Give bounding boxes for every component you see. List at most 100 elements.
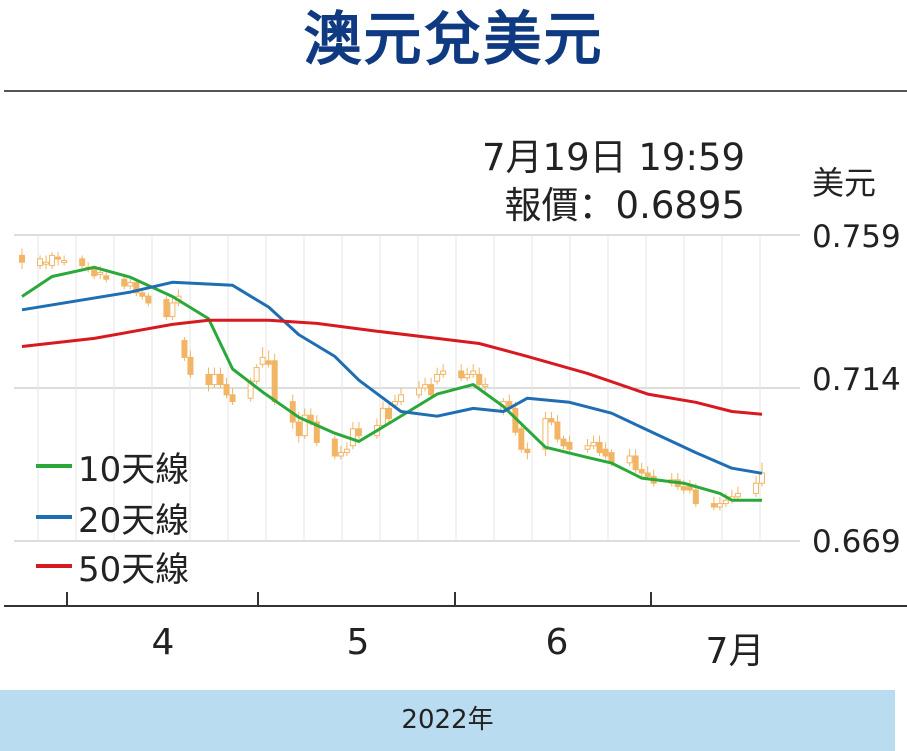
candle-body bbox=[343, 448, 350, 454]
candle-body bbox=[217, 373, 224, 386]
chart-title: 澳元兌美元 bbox=[303, 5, 604, 73]
candle-body bbox=[470, 370, 477, 375]
candle-body bbox=[355, 428, 362, 437]
year-caption: 2022年 bbox=[0, 690, 895, 751]
candle-body bbox=[644, 472, 651, 477]
candle-body bbox=[331, 438, 338, 457]
candle-body bbox=[313, 421, 320, 443]
candle-body bbox=[253, 367, 260, 382]
candle-body bbox=[440, 370, 447, 375]
candle-body bbox=[524, 448, 531, 454]
gridlines bbox=[14, 234, 800, 542]
candle-body bbox=[560, 438, 567, 447]
candle-body bbox=[55, 256, 62, 260]
candle-body bbox=[91, 268, 98, 277]
candle-body bbox=[752, 482, 759, 494]
candle-body bbox=[632, 455, 639, 471]
candle-body bbox=[49, 254, 56, 267]
candle-body bbox=[97, 271, 104, 275]
candle-body bbox=[271, 360, 278, 403]
candle-body bbox=[458, 370, 465, 379]
candle-body bbox=[716, 503, 723, 508]
candle-body bbox=[169, 302, 176, 318]
legend-swatch-red bbox=[36, 564, 72, 568]
x-tick-label: 6 bbox=[545, 622, 569, 663]
candle-body bbox=[416, 387, 423, 396]
x-tick-label: 4 bbox=[151, 622, 175, 663]
candle-body bbox=[121, 278, 128, 287]
candle-body bbox=[596, 441, 603, 454]
candlesticks bbox=[19, 248, 765, 511]
title-divider bbox=[4, 90, 907, 92]
candle-body bbox=[759, 472, 765, 484]
candle-body bbox=[61, 260, 68, 263]
candle-body bbox=[223, 384, 230, 396]
candle-body bbox=[518, 428, 525, 450]
candle-body bbox=[434, 373, 441, 382]
y-tick-label: 0.714 bbox=[812, 362, 901, 398]
candle-body bbox=[205, 373, 212, 386]
candle-body bbox=[464, 373, 471, 379]
legend-label: 20天線 bbox=[78, 500, 190, 541]
x-axis bbox=[4, 592, 907, 607]
candle-body bbox=[79, 258, 86, 267]
candle-body bbox=[482, 384, 489, 388]
timestamp-label: 7月19日 19:59 bbox=[481, 136, 745, 179]
candle-body bbox=[548, 418, 555, 423]
candle-body bbox=[428, 384, 435, 396]
candle-body bbox=[542, 418, 549, 450]
candle-body bbox=[692, 489, 699, 505]
candle-body bbox=[181, 339, 188, 358]
y-axis-unit: 美元 bbox=[812, 164, 877, 202]
candle-body bbox=[337, 452, 344, 457]
ma50-line bbox=[21, 318, 763, 416]
candle-body bbox=[680, 486, 687, 491]
candle-body bbox=[554, 421, 561, 440]
candle-body bbox=[566, 441, 573, 450]
candle-body bbox=[584, 445, 591, 450]
ma10-line bbox=[21, 265, 762, 502]
chart-canvas bbox=[4, 234, 907, 607]
candle-body bbox=[127, 282, 134, 287]
candle-body bbox=[259, 356, 266, 365]
candle-body bbox=[422, 384, 429, 389]
candle-body bbox=[590, 441, 597, 447]
ma20-line bbox=[21, 280, 763, 475]
candle-body bbox=[398, 394, 405, 403]
candle-body bbox=[37, 258, 44, 267]
candle-body bbox=[722, 499, 729, 505]
candle-body bbox=[626, 455, 633, 464]
legend-label: 50天線 bbox=[78, 549, 190, 590]
y-tick-label: 0.669 bbox=[812, 524, 901, 560]
candle-body bbox=[295, 421, 302, 437]
legend-swatch-blue bbox=[36, 515, 72, 519]
candle-body bbox=[229, 394, 236, 403]
candle-body bbox=[734, 492, 741, 498]
candle-body bbox=[710, 503, 717, 508]
candle-body bbox=[476, 373, 483, 386]
y-tick-label: 0.759 bbox=[812, 219, 901, 255]
candle-body bbox=[187, 356, 194, 375]
candle-body bbox=[145, 295, 152, 304]
legend-item-ma50: 50天線 bbox=[36, 543, 190, 590]
candle-body bbox=[265, 360, 272, 365]
x-tick-label: 7月 bbox=[705, 631, 765, 672]
candle-body bbox=[379, 407, 386, 426]
candle-body bbox=[638, 469, 645, 474]
candle-body bbox=[686, 486, 693, 491]
candle-body bbox=[602, 448, 609, 457]
x-tick-label: 5 bbox=[346, 622, 370, 663]
legend-swatch-green bbox=[36, 464, 72, 468]
candle-body bbox=[133, 282, 140, 294]
price-label: 報價：0.6895 bbox=[504, 184, 745, 227]
candle-body bbox=[163, 299, 170, 318]
candle-body bbox=[385, 407, 392, 420]
candle-body bbox=[301, 414, 308, 437]
candle-body bbox=[139, 292, 146, 297]
legend-item-ma10: 10天線 bbox=[36, 443, 190, 490]
candle-body bbox=[103, 275, 110, 280]
legend-item-ma20: 20天線 bbox=[36, 494, 190, 541]
candle-body bbox=[392, 401, 399, 406]
candle-body bbox=[43, 261, 50, 265]
legend-label: 10天線 bbox=[78, 449, 190, 490]
